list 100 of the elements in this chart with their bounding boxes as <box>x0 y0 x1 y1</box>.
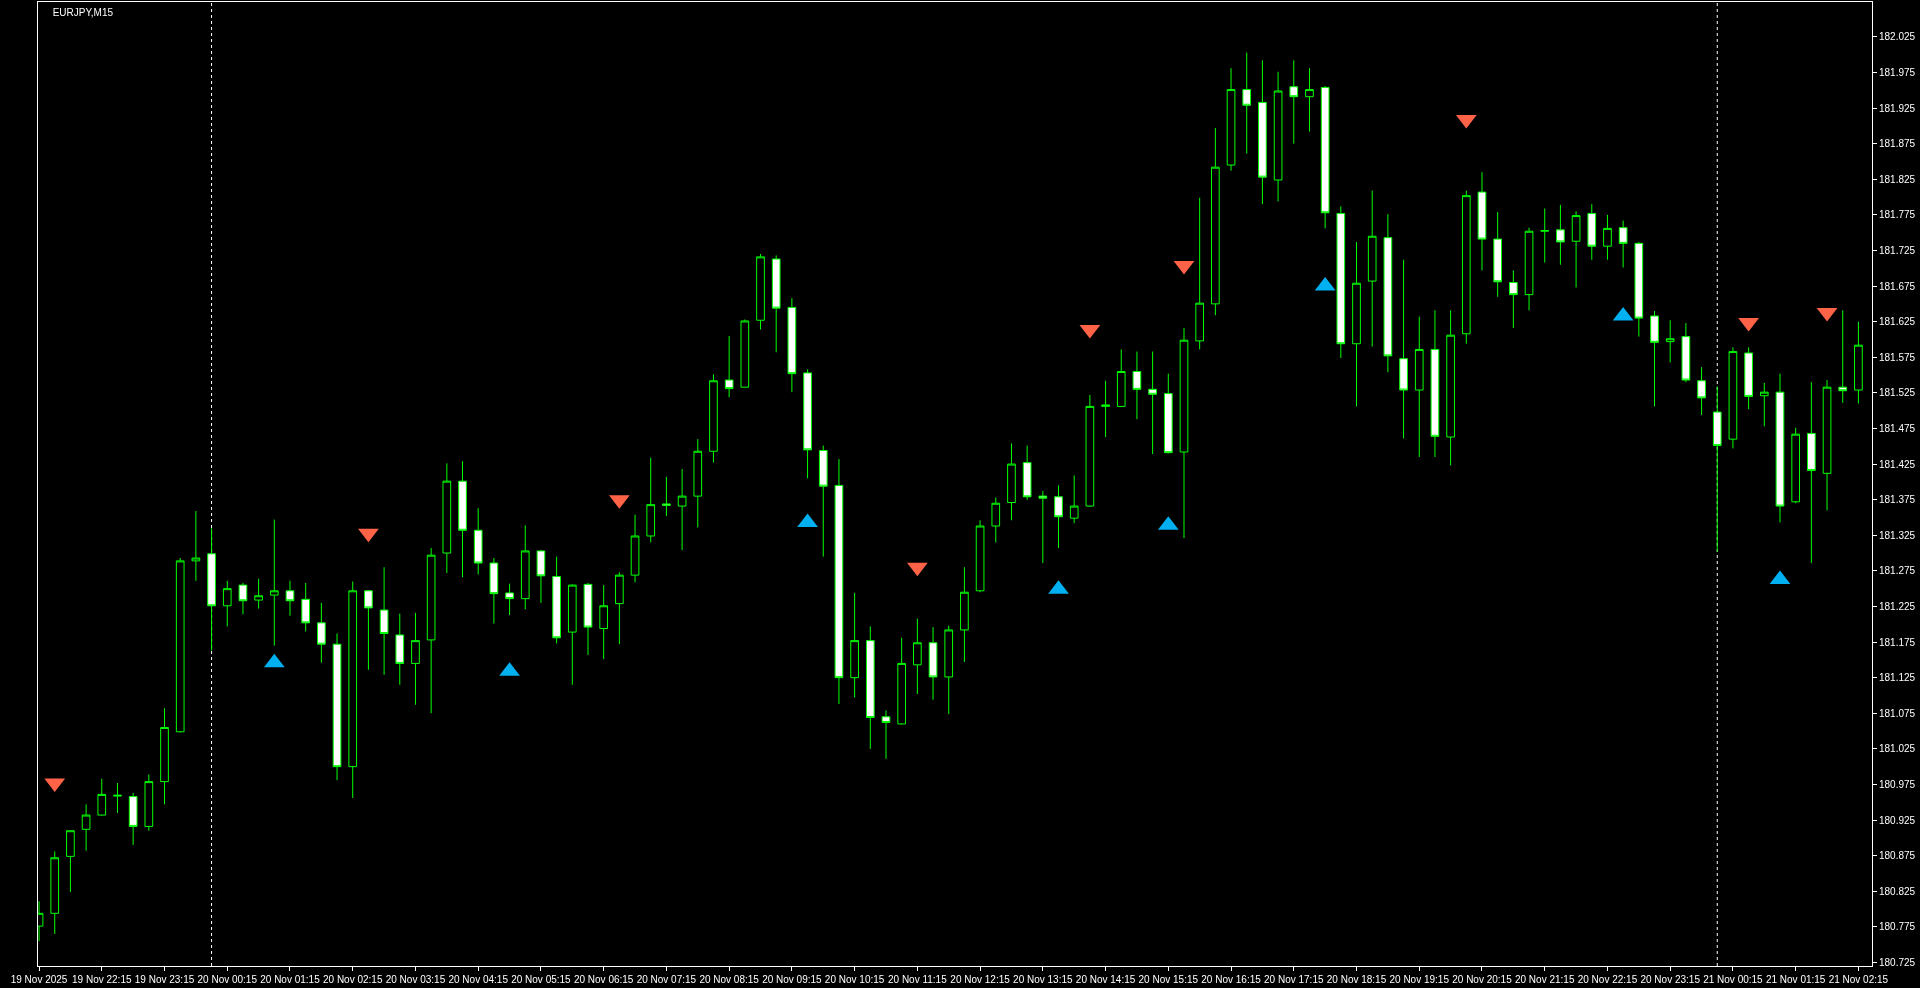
candlestick <box>1493 211 1503 298</box>
candlestick <box>1618 220 1628 269</box>
candlestick <box>1524 227 1534 311</box>
candlestick <box>489 557 499 625</box>
candlestick <box>1179 327 1189 539</box>
candlestick <box>458 460 467 578</box>
candlestick <box>693 438 703 528</box>
candlestick <box>317 602 326 664</box>
candlestick <box>191 510 201 582</box>
candlestick <box>97 778 107 817</box>
candlestick <box>1587 203 1597 261</box>
x-tick-label: 20 Nov 06:15 <box>573 974 634 985</box>
y-tick-label: 181.075 <box>1879 707 1916 719</box>
y-tick-label: 182.025 <box>1879 31 1916 43</box>
candlestick <box>1007 442 1016 521</box>
candlestick <box>269 519 279 647</box>
candlestick <box>803 368 812 479</box>
candlestick <box>1650 310 1659 407</box>
candlestick <box>865 625 875 750</box>
x-tick-label: 20 Nov 15:15 <box>1138 974 1199 985</box>
candlestick <box>552 556 561 644</box>
y-tick-label: 180.925 <box>1879 814 1916 826</box>
y-tick-label: 181.225 <box>1879 600 1916 612</box>
candlestick <box>928 626 938 701</box>
candlestick <box>301 582 311 632</box>
x-tick-label: 21 Nov 02:15 <box>1828 974 1889 985</box>
candlestick <box>1571 210 1581 288</box>
candlestick <box>1383 213 1393 373</box>
candlestick <box>160 707 169 805</box>
candlestick <box>536 549 546 604</box>
y-tick-label: 180.775 <box>1879 921 1916 933</box>
x-tick-label: 20 Nov 11:15 <box>887 974 948 985</box>
x-tick-label: 20 Nov 08:15 <box>699 974 760 985</box>
y-tick-label: 181.175 <box>1879 636 1916 648</box>
candlestick <box>991 497 1001 543</box>
x-tick-label: 20 Nov 17:15 <box>1264 974 1324 985</box>
candlestick <box>1430 309 1440 458</box>
candlestick <box>1822 379 1832 511</box>
x-tick-label: 19 Nov 22:15 <box>72 974 132 985</box>
candlestick <box>238 582 248 615</box>
candlestick <box>1069 474 1079 524</box>
candlestick <box>771 254 781 353</box>
candlestick <box>81 803 91 852</box>
y-tick-label: 181.625 <box>1879 316 1916 328</box>
candlestick <box>615 571 624 645</box>
candlestick <box>630 514 640 583</box>
candlestick <box>1556 204 1565 266</box>
candlestick <box>144 773 154 832</box>
candlestick <box>411 612 420 706</box>
candlestick <box>1744 346 1753 410</box>
candlestick <box>442 462 452 574</box>
x-tick-label: 20 Nov 14:15 <box>1075 974 1136 985</box>
candlestick <box>740 319 750 388</box>
candlestick <box>1163 373 1173 454</box>
candlestick <box>1775 373 1785 523</box>
y-tick-label: 181.875 <box>1879 138 1916 150</box>
y-tick-label: 181.575 <box>1879 351 1916 363</box>
x-tick-label: 20 Nov 07:15 <box>636 974 697 985</box>
y-tick-label: 181.025 <box>1879 743 1916 755</box>
candlestick <box>254 578 263 610</box>
candlestick <box>567 583 577 686</box>
y-tick-label: 180.875 <box>1879 850 1916 862</box>
y-tick-label: 181.675 <box>1879 280 1916 292</box>
candlestick <box>1101 380 1110 438</box>
candlestick <box>175 557 185 733</box>
candlestick <box>379 566 389 676</box>
y-tick-label: 180.725 <box>1879 956 1916 968</box>
candlestick <box>818 445 828 558</box>
candlestick <box>677 468 687 551</box>
candlestick <box>395 613 405 686</box>
candlestick <box>1838 309 1848 404</box>
y-tick-label: 180.975 <box>1879 778 1916 790</box>
candlestick <box>1712 385 1722 553</box>
candlestick <box>599 584 609 660</box>
candlestick <box>1461 190 1471 345</box>
candlestick <box>1807 381 1816 564</box>
candlestick <box>1352 241 1361 407</box>
candlestick <box>1054 484 1063 549</box>
x-tick-label: 20 Nov 00:15 <box>197 974 258 985</box>
candlestick <box>1195 197 1205 350</box>
candlestick <box>583 582 593 656</box>
candlestick <box>113 782 122 814</box>
candlestick <box>1603 214 1612 261</box>
x-tick-label: 20 Nov 02:15 <box>322 974 383 985</box>
x-tick-label: 20 Nov 12:15 <box>950 974 1011 985</box>
x-tick-label: 20 Nov 18:15 <box>1326 974 1387 985</box>
candlestick <box>787 297 797 393</box>
candlestick <box>1697 366 1706 416</box>
y-tick-label: 181.375 <box>1879 494 1916 506</box>
candlestick <box>520 524 530 610</box>
candlestick <box>285 580 295 617</box>
x-tick-label: 21 Nov 00:15 <box>1703 974 1764 985</box>
x-tick-label: 20 Nov 01:15 <box>260 974 321 985</box>
x-tick-label: 19 Nov 2025 <box>10 974 68 985</box>
candlestick <box>1320 85 1330 229</box>
y-tick-label: 181.975 <box>1879 66 1916 78</box>
x-tick-label: 20 Nov 16:15 <box>1201 974 1262 985</box>
candlestick <box>1634 241 1644 338</box>
candlestick <box>332 633 342 781</box>
candlestick <box>1540 207 1550 264</box>
